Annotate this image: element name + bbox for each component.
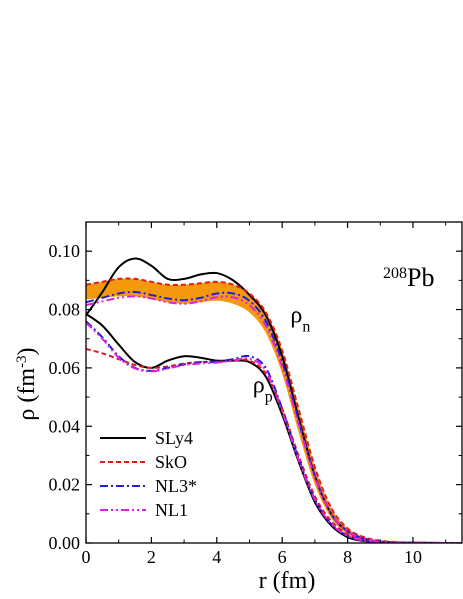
annotation-base: ρ	[253, 373, 265, 399]
density-annotation-n: ρn	[290, 303, 310, 336]
legend: SLy4 SkO NL3* NL1	[100, 428, 197, 520]
series-line-nl3-neutron	[86, 290, 462, 543]
annotation-base: ρ	[290, 303, 302, 329]
x-tick-label: 2	[147, 547, 156, 567]
x-axis-title: r (fm)	[259, 568, 316, 594]
x-tick-label: 10	[404, 547, 422, 567]
y-tick-label: 0.06	[49, 358, 81, 378]
legend-label: SkO	[155, 452, 187, 472]
y-axis-title: ρ (fm-3)	[14, 347, 40, 420]
y-axis-title-main: ρ (fm	[14, 368, 40, 421]
annotation-subscript: p	[265, 388, 273, 405]
density-annotation-p: ρp	[253, 373, 273, 406]
y-tick-label: 0.08	[49, 300, 81, 320]
axes: 0 2 4 6 8 10 0.00 0.02 0.04 0.06 0.08 0.10	[49, 221, 463, 567]
y-tick-label: 0.02	[49, 475, 81, 495]
series-line-nl1-neutron	[86, 295, 462, 543]
y-tick-label: 0.00	[49, 533, 81, 553]
y-tick-label: 0.04	[49, 416, 81, 436]
legend-label: NL3*	[155, 476, 197, 496]
nucleus-symbol: Pb	[407, 263, 434, 292]
y-axis-title-close: )	[14, 347, 40, 355]
annotation-subscript: n	[302, 318, 310, 335]
x-tick-label: 6	[278, 547, 287, 567]
series-line-nl1-proton	[86, 321, 462, 543]
y-axis-title-sup: -3	[14, 355, 30, 368]
plot-area	[86, 257, 462, 543]
nucleus-label: 208Pb	[383, 263, 434, 292]
plot-frame	[85, 221, 463, 544]
x-tick-label: 0	[82, 547, 91, 567]
y-tick-label: 0.10	[49, 241, 81, 261]
nucleus-mass-number: 208	[383, 265, 407, 282]
x-tick-label: 8	[343, 547, 352, 567]
legend-label: SLy4	[155, 428, 193, 448]
x-tick-label: 4	[212, 547, 221, 567]
legend-label: NL1	[155, 500, 188, 520]
